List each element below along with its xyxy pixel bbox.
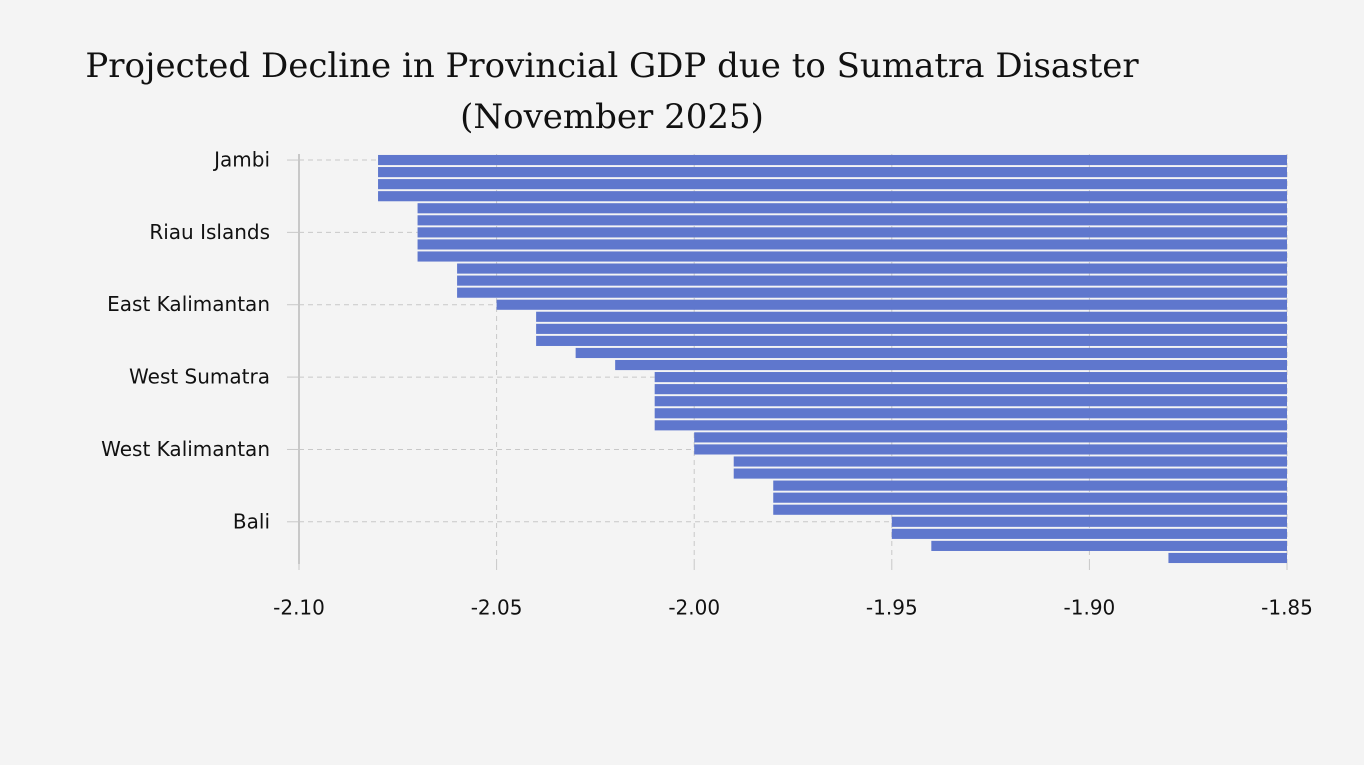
bar <box>654 420 1287 431</box>
x-tick-label: -1.90 <box>1064 596 1116 620</box>
bar <box>773 504 1287 515</box>
bar <box>378 191 1287 202</box>
bar <box>457 287 1288 298</box>
bar <box>615 359 1287 371</box>
bar <box>417 227 1287 238</box>
bar <box>378 167 1287 178</box>
bar <box>773 480 1287 491</box>
x-tick-label: -2.10 <box>273 596 325 620</box>
x-tick-label: -2.05 <box>471 596 523 620</box>
y-tick-label: Bali <box>233 509 270 533</box>
x-tick-label: -2.00 <box>668 596 720 620</box>
bar <box>417 239 1287 250</box>
bar <box>536 311 1287 322</box>
bar <box>536 335 1287 346</box>
bar <box>654 396 1287 407</box>
bar <box>733 456 1287 467</box>
bar <box>417 215 1287 226</box>
bar <box>417 203 1287 214</box>
bar <box>694 432 1287 443</box>
bar <box>773 492 1287 503</box>
chart-subtitle: (November 2025) <box>460 97 764 137</box>
bar <box>891 516 1287 527</box>
bar <box>891 528 1287 539</box>
y-tick-label: West Sumatra <box>129 365 270 389</box>
bar <box>378 179 1287 190</box>
bar <box>654 384 1287 395</box>
bar <box>378 154 1287 166</box>
y-tick-label: East Kalimantan <box>107 292 270 316</box>
bar <box>654 372 1287 383</box>
bar <box>417 251 1287 262</box>
x-tick-label: -1.85 <box>1261 596 1313 620</box>
y-tick-label: Riau Islands <box>149 220 270 244</box>
bar <box>457 263 1288 274</box>
bar <box>496 299 1288 310</box>
bar <box>654 408 1287 419</box>
bar <box>694 444 1287 455</box>
bar <box>575 347 1287 359</box>
x-tick-label: -1.95 <box>866 596 918 620</box>
y-tick-label: West Kalimantan <box>101 437 270 461</box>
bar <box>931 540 1287 551</box>
y-tick-label: Jambi <box>212 148 270 172</box>
bar <box>536 323 1287 334</box>
bar <box>457 275 1288 286</box>
bar <box>733 468 1287 479</box>
chart-title: Projected Decline in Provincial GDP due … <box>85 46 1139 86</box>
bar <box>1168 552 1287 564</box>
